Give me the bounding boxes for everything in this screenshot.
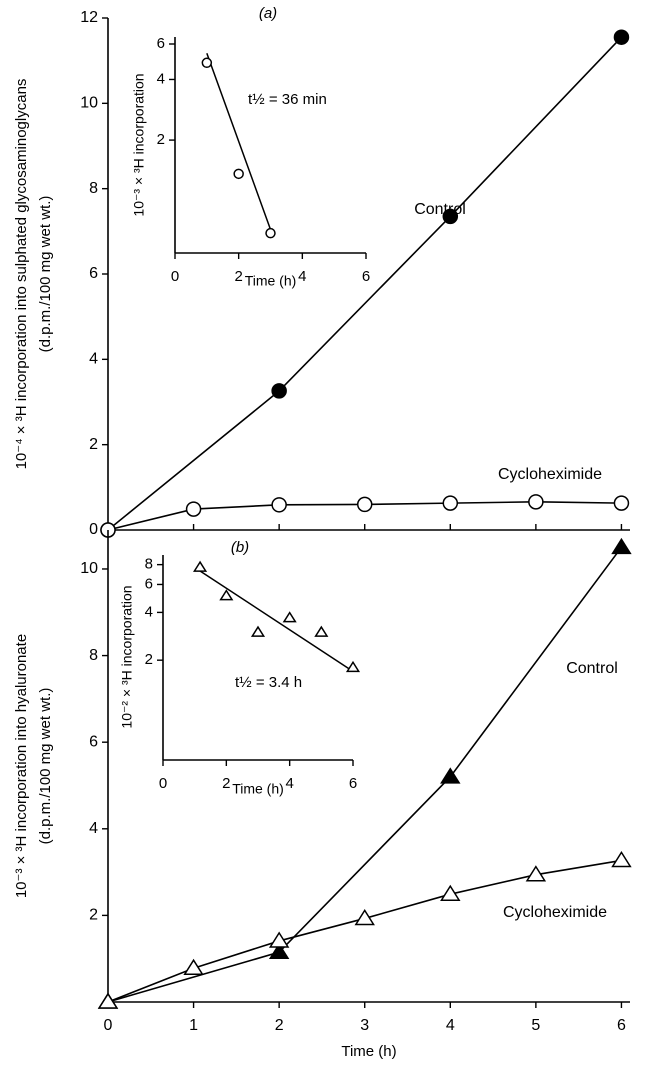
data-point [250,625,266,637]
data-point [440,884,461,901]
data-point [442,495,459,511]
y-tick-label: 6 [145,575,153,592]
data-point [219,589,234,601]
data-point [345,660,361,673]
y-tick-label: 8 [89,647,98,664]
data-point [193,560,208,572]
data-point [354,908,375,926]
data-point [442,208,459,225]
y-axis-label: 10⁻² × ³H incorporation [119,585,135,728]
x-tick-label: 5 [531,1017,540,1034]
y-axis-label: (d.p.m./100 mg wet wt.) [37,688,54,845]
x-tick-label: 2 [234,268,242,285]
x-tick-label: 0 [104,1017,113,1034]
data-point [611,537,632,555]
y-tick-label: 6 [89,265,98,282]
x-tick-label: 6 [617,1017,626,1034]
y-tick-label: 4 [89,351,98,368]
data-point [271,497,287,513]
data-point [97,992,119,1009]
x-tick-label: 2 [275,1017,284,1034]
y-tick-label: 0 [89,521,98,538]
y-axis-label: 10⁻³ × ³H incorporation into hyaluronate [13,634,30,898]
series-label: Control [414,201,466,218]
series-line [107,546,623,1003]
x-tick-label: 2 [222,775,230,792]
y-tick-label: 8 [89,180,98,197]
annotation: t½ = 36 min [248,91,327,108]
y-tick-label: 10 [80,95,98,112]
y-tick-label: 10 [80,560,98,577]
x-tick-label: 6 [349,775,357,792]
y-tick-label: 2 [89,907,98,924]
panel-label: (a) [259,5,277,22]
y-tick-label: 4 [145,603,153,620]
series-label: Cycloheximide [498,466,602,483]
data-point [613,495,630,511]
data-point [440,767,461,784]
x-tick-label: 6 [362,268,370,285]
y-tick-label: 4 [157,70,165,87]
data-point [356,496,373,513]
x-tick-label: 4 [285,775,293,792]
data-point [185,501,202,517]
data-point [525,865,547,882]
y-axis-label: 10⁻³ × ³H incorporation [131,73,147,216]
y-axis-label: 10⁻⁴ × ³H incorporation into sulphated g… [13,79,30,470]
data-point [268,942,290,959]
y-tick-label: 6 [157,35,165,52]
x-tick-label: 0 [159,775,167,792]
fit-line [206,52,272,230]
y-tick-label: 2 [89,436,98,453]
x-tick-label: 3 [360,1017,369,1034]
data-point [528,494,544,510]
data-point [268,931,290,948]
x-tick-label: 0 [171,268,179,285]
data-point [613,29,630,45]
y-tick-label: 2 [145,651,153,668]
data-point [271,383,287,399]
panel-label: (b) [231,539,249,556]
x-tick-label: 1 [189,1017,198,1034]
x-axis-label: Time (h) [232,781,284,797]
data-point [201,57,213,69]
data-point [233,168,244,180]
series-label: Cycloheximide [503,904,607,921]
data-point [265,227,276,239]
annotation: t½ = 3.4 h [235,674,302,691]
y-tick-label: 6 [89,733,98,750]
x-tick-label: 4 [298,268,306,285]
data-point [183,958,204,976]
y-tick-label: 2 [157,131,165,148]
x-axis-label: Time (h) [341,1043,396,1060]
series-line [107,36,623,531]
y-tick-label: 8 [145,556,153,573]
fit-line [199,570,354,673]
x-axis-label: Time (h) [245,273,297,289]
y-axis-label: (d.p.m./100 mg wet wt.) [37,196,54,353]
y-tick-label: 4 [89,820,98,837]
data-point [611,850,632,868]
series-line [107,859,622,1003]
data-point [314,625,329,637]
data-point [282,611,297,623]
x-tick-label: 4 [446,1017,455,1034]
y-tick-label: 12 [80,9,98,26]
series-label: Control [566,660,618,677]
